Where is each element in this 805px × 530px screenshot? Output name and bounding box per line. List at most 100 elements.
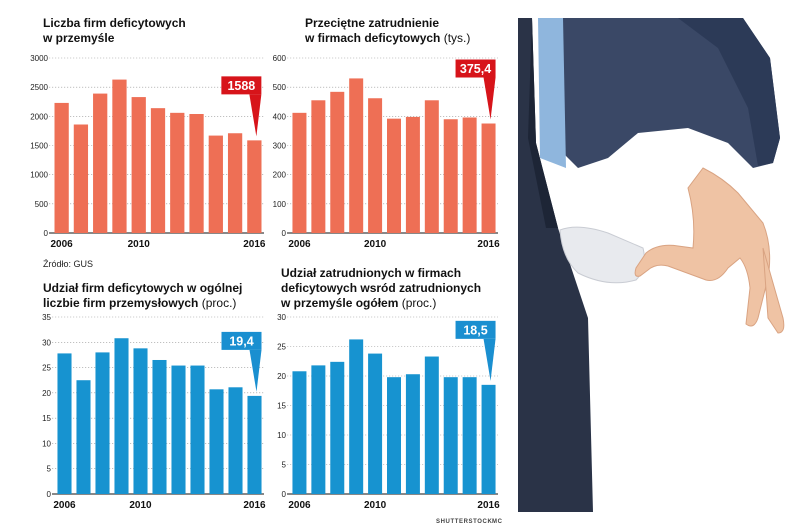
callout-pointer: [483, 77, 496, 120]
x-tick-label: 2006: [288, 500, 311, 511]
y-tick-label: 500: [273, 83, 287, 92]
bar: [368, 353, 383, 494]
bar: [114, 338, 129, 494]
y-tick-label: 1500: [30, 142, 48, 151]
x-tick-label: 2006: [53, 500, 76, 511]
chart2-title-line2-wrap: w firmach deficytowych (tys.): [305, 31, 470, 46]
chart2-title-line2: w firmach deficytowych: [305, 31, 441, 45]
y-tick-label: 0: [282, 490, 287, 499]
bar: [292, 112, 307, 233]
chart4-title-line3: w przemyśle ogółem: [281, 296, 399, 310]
photo-credit: SHUTTERSTOCK: [436, 519, 493, 525]
callout-pointer: [249, 349, 262, 392]
bar: [443, 119, 458, 233]
x-tick-label: 2006: [288, 239, 311, 250]
callout-label: 375,4: [460, 62, 491, 76]
bar: [424, 356, 439, 494]
x-tick-label: 2016: [477, 500, 500, 511]
bar: [443, 377, 458, 494]
x-tick-label: 2010: [128, 239, 151, 250]
bar: [57, 353, 72, 494]
bar: [189, 114, 204, 233]
y-tick-label: 5: [282, 461, 287, 470]
bar: [330, 91, 345, 233]
chart1-title-line1: Liczba firm deficytowych: [43, 16, 186, 30]
y-tick-label: 25: [277, 343, 286, 352]
bar: [93, 93, 108, 233]
callout-box: [221, 331, 262, 350]
chart4-title-line3-wrap: w przemyśle ogółem (proc.): [281, 296, 481, 311]
y-tick-label: 2000: [30, 112, 48, 121]
y-tick-label: 1000: [30, 171, 48, 180]
bar: [247, 395, 262, 494]
chart3-title-line1: Udział firm deficytowych w ogólnej: [43, 281, 243, 295]
x-tick-label: 2016: [243, 500, 266, 511]
callout-label: 18,5: [463, 323, 487, 337]
chart3-title: Udział firm deficytowych w ogólnej liczb…: [43, 281, 242, 311]
y-tick-label: 5: [47, 465, 52, 474]
empty-pocket-photo: [518, 18, 805, 512]
bar: [131, 97, 146, 233]
callout-box: [455, 320, 496, 339]
callout-pointer: [483, 338, 496, 381]
y-tick-label: 0: [47, 490, 52, 499]
y-tick-label: 25: [42, 364, 51, 373]
y-tick-label: 0: [44, 229, 49, 238]
bar: [133, 348, 148, 494]
y-tick-label: 15: [42, 414, 51, 423]
bar: [462, 377, 477, 494]
bar: [152, 359, 167, 494]
chart1-title-line2: w przemyśle: [43, 31, 115, 45]
y-tick-label: 400: [273, 112, 287, 121]
chart2-title: Przeciętne zatrudnienie w firmach deficy…: [305, 16, 470, 46]
callout-label: 19,4: [229, 334, 253, 348]
y-tick-label: 500: [35, 200, 49, 209]
chart4-title-line2: deficytowych wsród zatrudnionych: [281, 281, 482, 295]
chart4-title-line1: Udział zatrudnionych w firmach: [281, 266, 462, 280]
bar: [95, 352, 110, 494]
bar: [311, 365, 326, 494]
callout-box: [221, 76, 262, 95]
bar: [405, 116, 420, 233]
x-tick-label: 2010: [129, 500, 152, 511]
bar: [227, 133, 243, 233]
x-tick-label: 2010: [364, 239, 387, 250]
bar: [170, 112, 185, 233]
bar: [387, 377, 401, 494]
y-tick-label: 2500: [30, 83, 48, 92]
bar: [247, 140, 262, 233]
y-tick-label: 300: [273, 142, 287, 151]
y-tick-label: 3000: [30, 54, 48, 63]
y-tick-label: 10: [277, 431, 286, 440]
bar: [150, 108, 166, 233]
bar: [112, 79, 127, 233]
bar: [292, 371, 307, 494]
chart1-title: Liczba firm deficytowych w przemyśle: [43, 16, 186, 46]
x-tick-label: 2006: [51, 239, 74, 250]
bar: [481, 123, 496, 233]
bar: [405, 374, 420, 494]
bar: [424, 100, 439, 234]
callout-box: [455, 59, 496, 78]
chart3-title-line2: liczbie firm przemysłowych: [43, 296, 199, 310]
bar: [208, 135, 223, 233]
bar: [481, 384, 496, 494]
chart2-unit: (tys.): [443, 31, 471, 45]
bar: [330, 361, 345, 494]
y-tick-label: 600: [273, 54, 287, 63]
bar: [368, 98, 383, 233]
y-tick-label: 30: [42, 338, 51, 347]
chart4-title: Udział zatrudnionych w firmach deficytow…: [281, 266, 481, 311]
bar: [209, 389, 224, 494]
x-tick-label: 2016: [477, 239, 500, 250]
source-label: Źródło: GUS: [43, 259, 94, 269]
y-tick-label: 20: [277, 372, 286, 381]
x-tick-label: 2010: [364, 500, 387, 511]
y-tick-label: 15: [277, 402, 286, 411]
x-tick-label: 2016: [243, 239, 266, 250]
bar: [349, 339, 364, 494]
callout-pointer: [249, 94, 262, 137]
